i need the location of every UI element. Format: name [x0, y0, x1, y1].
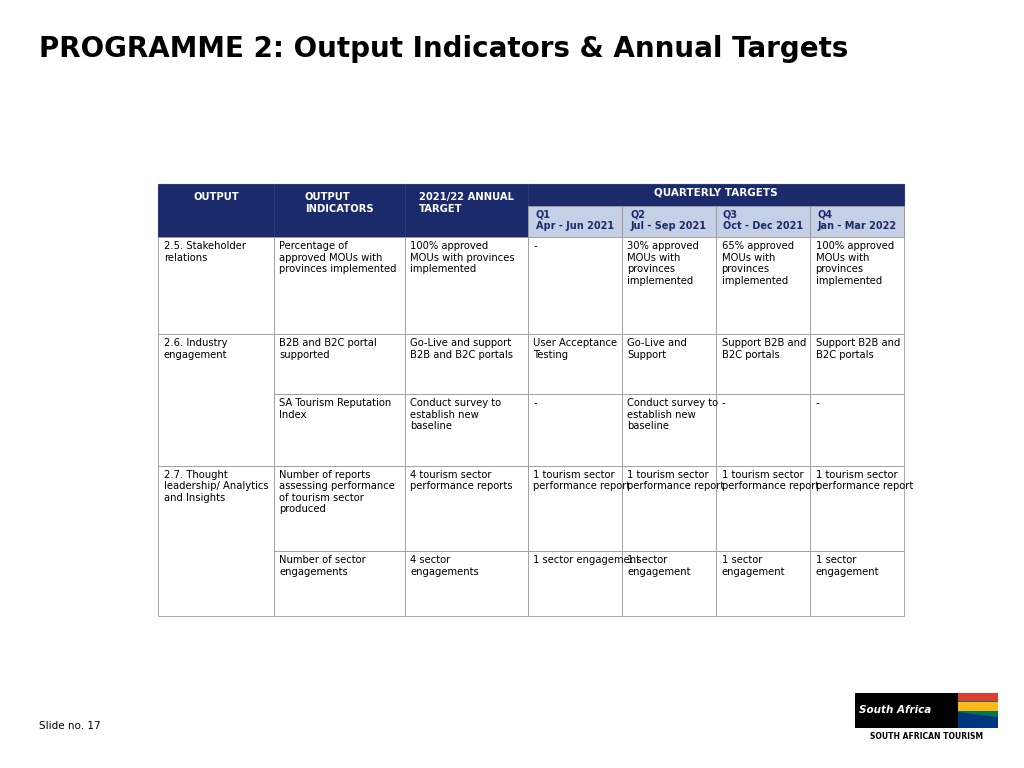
Text: 1 sector
engagement: 1 sector engagement: [628, 555, 691, 577]
Bar: [527, 551, 622, 615]
Bar: [158, 237, 273, 334]
Text: 2.6. Industry
engagement: 2.6. Industry engagement: [164, 338, 227, 359]
Bar: [716, 465, 810, 551]
Bar: [527, 207, 622, 237]
Text: -: -: [534, 241, 537, 251]
Bar: [810, 334, 904, 394]
Bar: [622, 334, 716, 394]
Bar: [716, 394, 810, 465]
Text: -: -: [534, 398, 537, 408]
Text: 65% approved
MOUs with
provinces
implemented: 65% approved MOUs with provinces impleme…: [722, 241, 794, 286]
Bar: [404, 237, 527, 334]
Text: Number of reports
assessing performance
of tourism sector
produced: Number of reports assessing performance …: [280, 470, 395, 515]
Bar: [716, 551, 810, 615]
Bar: [273, 334, 404, 394]
Text: B2B and B2C portal
supported: B2B and B2C portal supported: [280, 338, 377, 359]
Text: SA Tourism Reputation
Index: SA Tourism Reputation Index: [280, 398, 392, 419]
Bar: [404, 184, 527, 237]
Text: 4 sector
engagements: 4 sector engagements: [411, 555, 479, 577]
Polygon shape: [958, 703, 998, 711]
Text: Percentage of
approved MOUs with
provinces implemented: Percentage of approved MOUs with provinc…: [280, 241, 397, 274]
Bar: [716, 207, 810, 237]
Bar: [158, 184, 273, 237]
Bar: [527, 184, 904, 207]
Bar: [527, 334, 622, 394]
Text: OUTPUT: OUTPUT: [194, 192, 239, 202]
Text: 100% approved
MOUs with provinces
implemented: 100% approved MOUs with provinces implem…: [411, 241, 515, 274]
Bar: [810, 551, 904, 615]
Text: User Acceptance
Testing: User Acceptance Testing: [534, 338, 617, 359]
Text: Go-Live and
Support: Go-Live and Support: [628, 338, 687, 359]
Text: 4 tourism sector
performance reports: 4 tourism sector performance reports: [411, 470, 513, 492]
Text: South Africa: South Africa: [859, 705, 932, 715]
Bar: [273, 394, 404, 465]
Bar: [716, 334, 810, 394]
Bar: [273, 184, 404, 237]
Bar: [404, 551, 527, 615]
Bar: [622, 551, 716, 615]
Bar: [404, 394, 527, 465]
Text: SOUTH AFRICAN TOURISM: SOUTH AFRICAN TOURISM: [870, 733, 983, 741]
Bar: [810, 465, 904, 551]
Bar: [810, 207, 904, 237]
Text: PROGRAMME 2: Output Indicators & Annual Targets: PROGRAMME 2: Output Indicators & Annual …: [39, 35, 848, 62]
Bar: [404, 465, 527, 551]
Bar: [158, 334, 273, 465]
Text: 1 tourism sector
performance report: 1 tourism sector performance report: [722, 470, 819, 492]
Text: 2.7. Thought
leadership/ Analytics
and Insights: 2.7. Thought leadership/ Analytics and I…: [164, 470, 268, 503]
Polygon shape: [958, 693, 998, 728]
Text: 2021/22 ANNUAL
TARGET: 2021/22 ANNUAL TARGET: [419, 192, 514, 214]
Text: Support B2B and
B2C portals: Support B2B and B2C portals: [815, 338, 900, 359]
Text: Support B2B and
B2C portals: Support B2B and B2C portals: [722, 338, 806, 359]
Bar: [622, 207, 716, 237]
Text: 1 tourism sector
performance report: 1 tourism sector performance report: [628, 470, 725, 492]
Text: 1 sector
engagement: 1 sector engagement: [722, 555, 785, 577]
Text: Conduct survey to
establish new
baseline: Conduct survey to establish new baseline: [628, 398, 719, 432]
Bar: [810, 237, 904, 334]
Text: Q3
Oct - Dec 2021: Q3 Oct - Dec 2021: [723, 209, 803, 231]
Bar: [273, 237, 404, 334]
Bar: [622, 394, 716, 465]
Bar: [273, 465, 404, 551]
Text: 2.5. Stakeholder
relations: 2.5. Stakeholder relations: [164, 241, 246, 263]
Text: Q1
Apr - Jun 2021: Q1 Apr - Jun 2021: [536, 209, 614, 231]
Text: Go-Live and support
B2B and B2C portals: Go-Live and support B2B and B2C portals: [411, 338, 513, 359]
Text: 100% approved
MOUs with
provinces
implemented: 100% approved MOUs with provinces implem…: [815, 241, 894, 286]
Bar: [622, 237, 716, 334]
Text: 30% approved
MOUs with
provinces
implemented: 30% approved MOUs with provinces impleme…: [628, 241, 699, 286]
Text: -: -: [815, 398, 819, 408]
Bar: [158, 465, 273, 615]
Text: Q2
Jul - Sep 2021: Q2 Jul - Sep 2021: [631, 209, 707, 231]
Bar: [855, 693, 958, 728]
Bar: [716, 237, 810, 334]
Text: -: -: [722, 398, 725, 408]
Text: 1 sector engagement: 1 sector engagement: [534, 555, 640, 565]
Text: QUARTERLY TARGETS: QUARTERLY TARGETS: [654, 188, 778, 198]
Bar: [622, 465, 716, 551]
Text: 1 sector
engagement: 1 sector engagement: [815, 555, 880, 577]
Text: Conduct survey to
establish new
baseline: Conduct survey to establish new baseline: [411, 398, 502, 432]
Text: Q4
Jan - Mar 2022: Q4 Jan - Mar 2022: [817, 209, 897, 231]
Bar: [527, 237, 622, 334]
Bar: [810, 394, 904, 465]
Text: 1 tourism sector
performance report: 1 tourism sector performance report: [815, 470, 912, 492]
Text: Slide no. 17: Slide no. 17: [39, 721, 100, 731]
Polygon shape: [958, 693, 998, 701]
Text: Number of sector
engagements: Number of sector engagements: [280, 555, 367, 577]
Text: 1 tourism sector
performance report: 1 tourism sector performance report: [534, 470, 631, 492]
Text: OUTPUT
INDICATORS: OUTPUT INDICATORS: [305, 192, 374, 214]
Polygon shape: [958, 711, 998, 728]
Bar: [527, 394, 622, 465]
Bar: [404, 334, 527, 394]
Bar: [527, 465, 622, 551]
Bar: [273, 551, 404, 615]
